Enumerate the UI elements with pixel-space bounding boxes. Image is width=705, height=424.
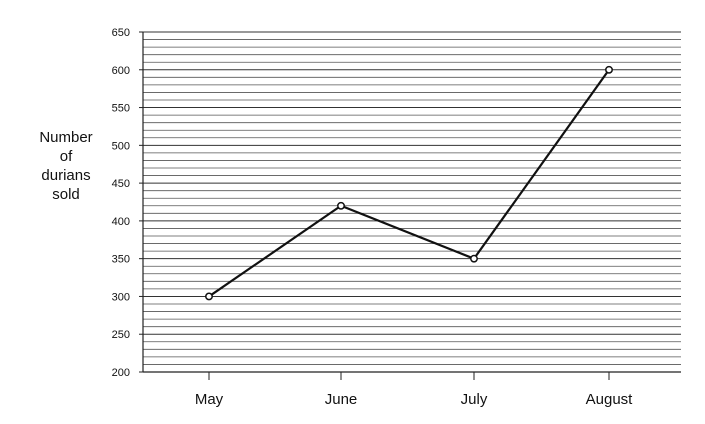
data-point: [605, 65, 613, 74]
x-tick-label: May: [195, 391, 224, 408]
y-tick-label: 550: [112, 103, 130, 115]
y-tick-label: 350: [112, 254, 130, 266]
y-tick-label: 650: [112, 27, 130, 39]
data-point: [205, 292, 213, 301]
y-tick-label: 250: [112, 329, 130, 341]
y-axis-label-line-3: durians: [41, 167, 91, 184]
y-axis-label-line-1: Number: [39, 129, 93, 146]
chart-series: [205, 65, 613, 301]
y-tick-label: 500: [112, 140, 130, 152]
x-tick-label: July: [461, 391, 488, 408]
y-tick-label: 200: [112, 367, 130, 379]
data-point: [470, 254, 478, 263]
y-axis-label: Number of durians sold: [18, 128, 114, 204]
x-tick-label: August: [586, 391, 634, 408]
series-line: [208, 69, 610, 298]
y-tick-label: 300: [112, 291, 130, 303]
y-axis-label-line-2: of: [59, 148, 73, 165]
x-tick-label: June: [325, 391, 358, 408]
y-tick-label: 400: [112, 216, 130, 228]
chart-gridlines: [143, 31, 681, 373]
y-tick-label: 600: [112, 65, 130, 77]
x-axis-ticks: May June July August: [195, 372, 633, 408]
y-axis-label-line-4: sold: [52, 186, 80, 203]
y-tick-label: 450: [112, 178, 130, 190]
chart-axes: [142, 32, 681, 373]
y-axis-ticks: 200 250 300 350 400 450 500 550 600 650: [112, 27, 143, 379]
data-point: [337, 201, 345, 210]
